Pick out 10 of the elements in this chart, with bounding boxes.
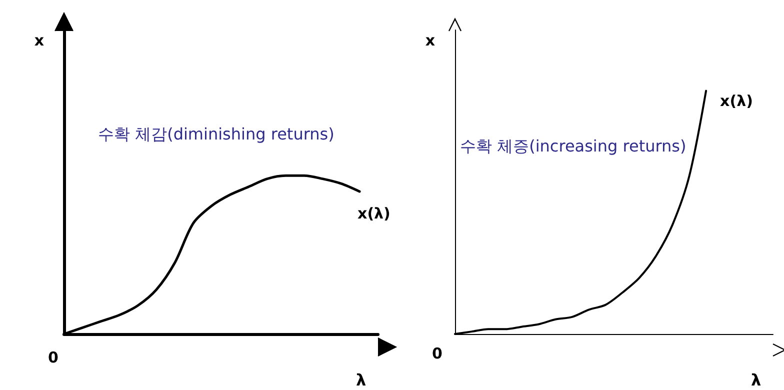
x-axis-title: λ [751,370,762,390]
text: 수확 체감(diminishing returns) [98,124,334,144]
annotation: 수확 체증(increasing returns) [460,136,686,156]
x-axis-title: λ [356,370,366,390]
y-axis-title: x [425,32,436,50]
text: 0 [432,344,442,362]
y-axis-title: x [34,32,44,50]
series-label: x(λ) [358,204,390,222]
series-label: x(λ) [720,92,753,110]
text: 0 [48,348,58,366]
